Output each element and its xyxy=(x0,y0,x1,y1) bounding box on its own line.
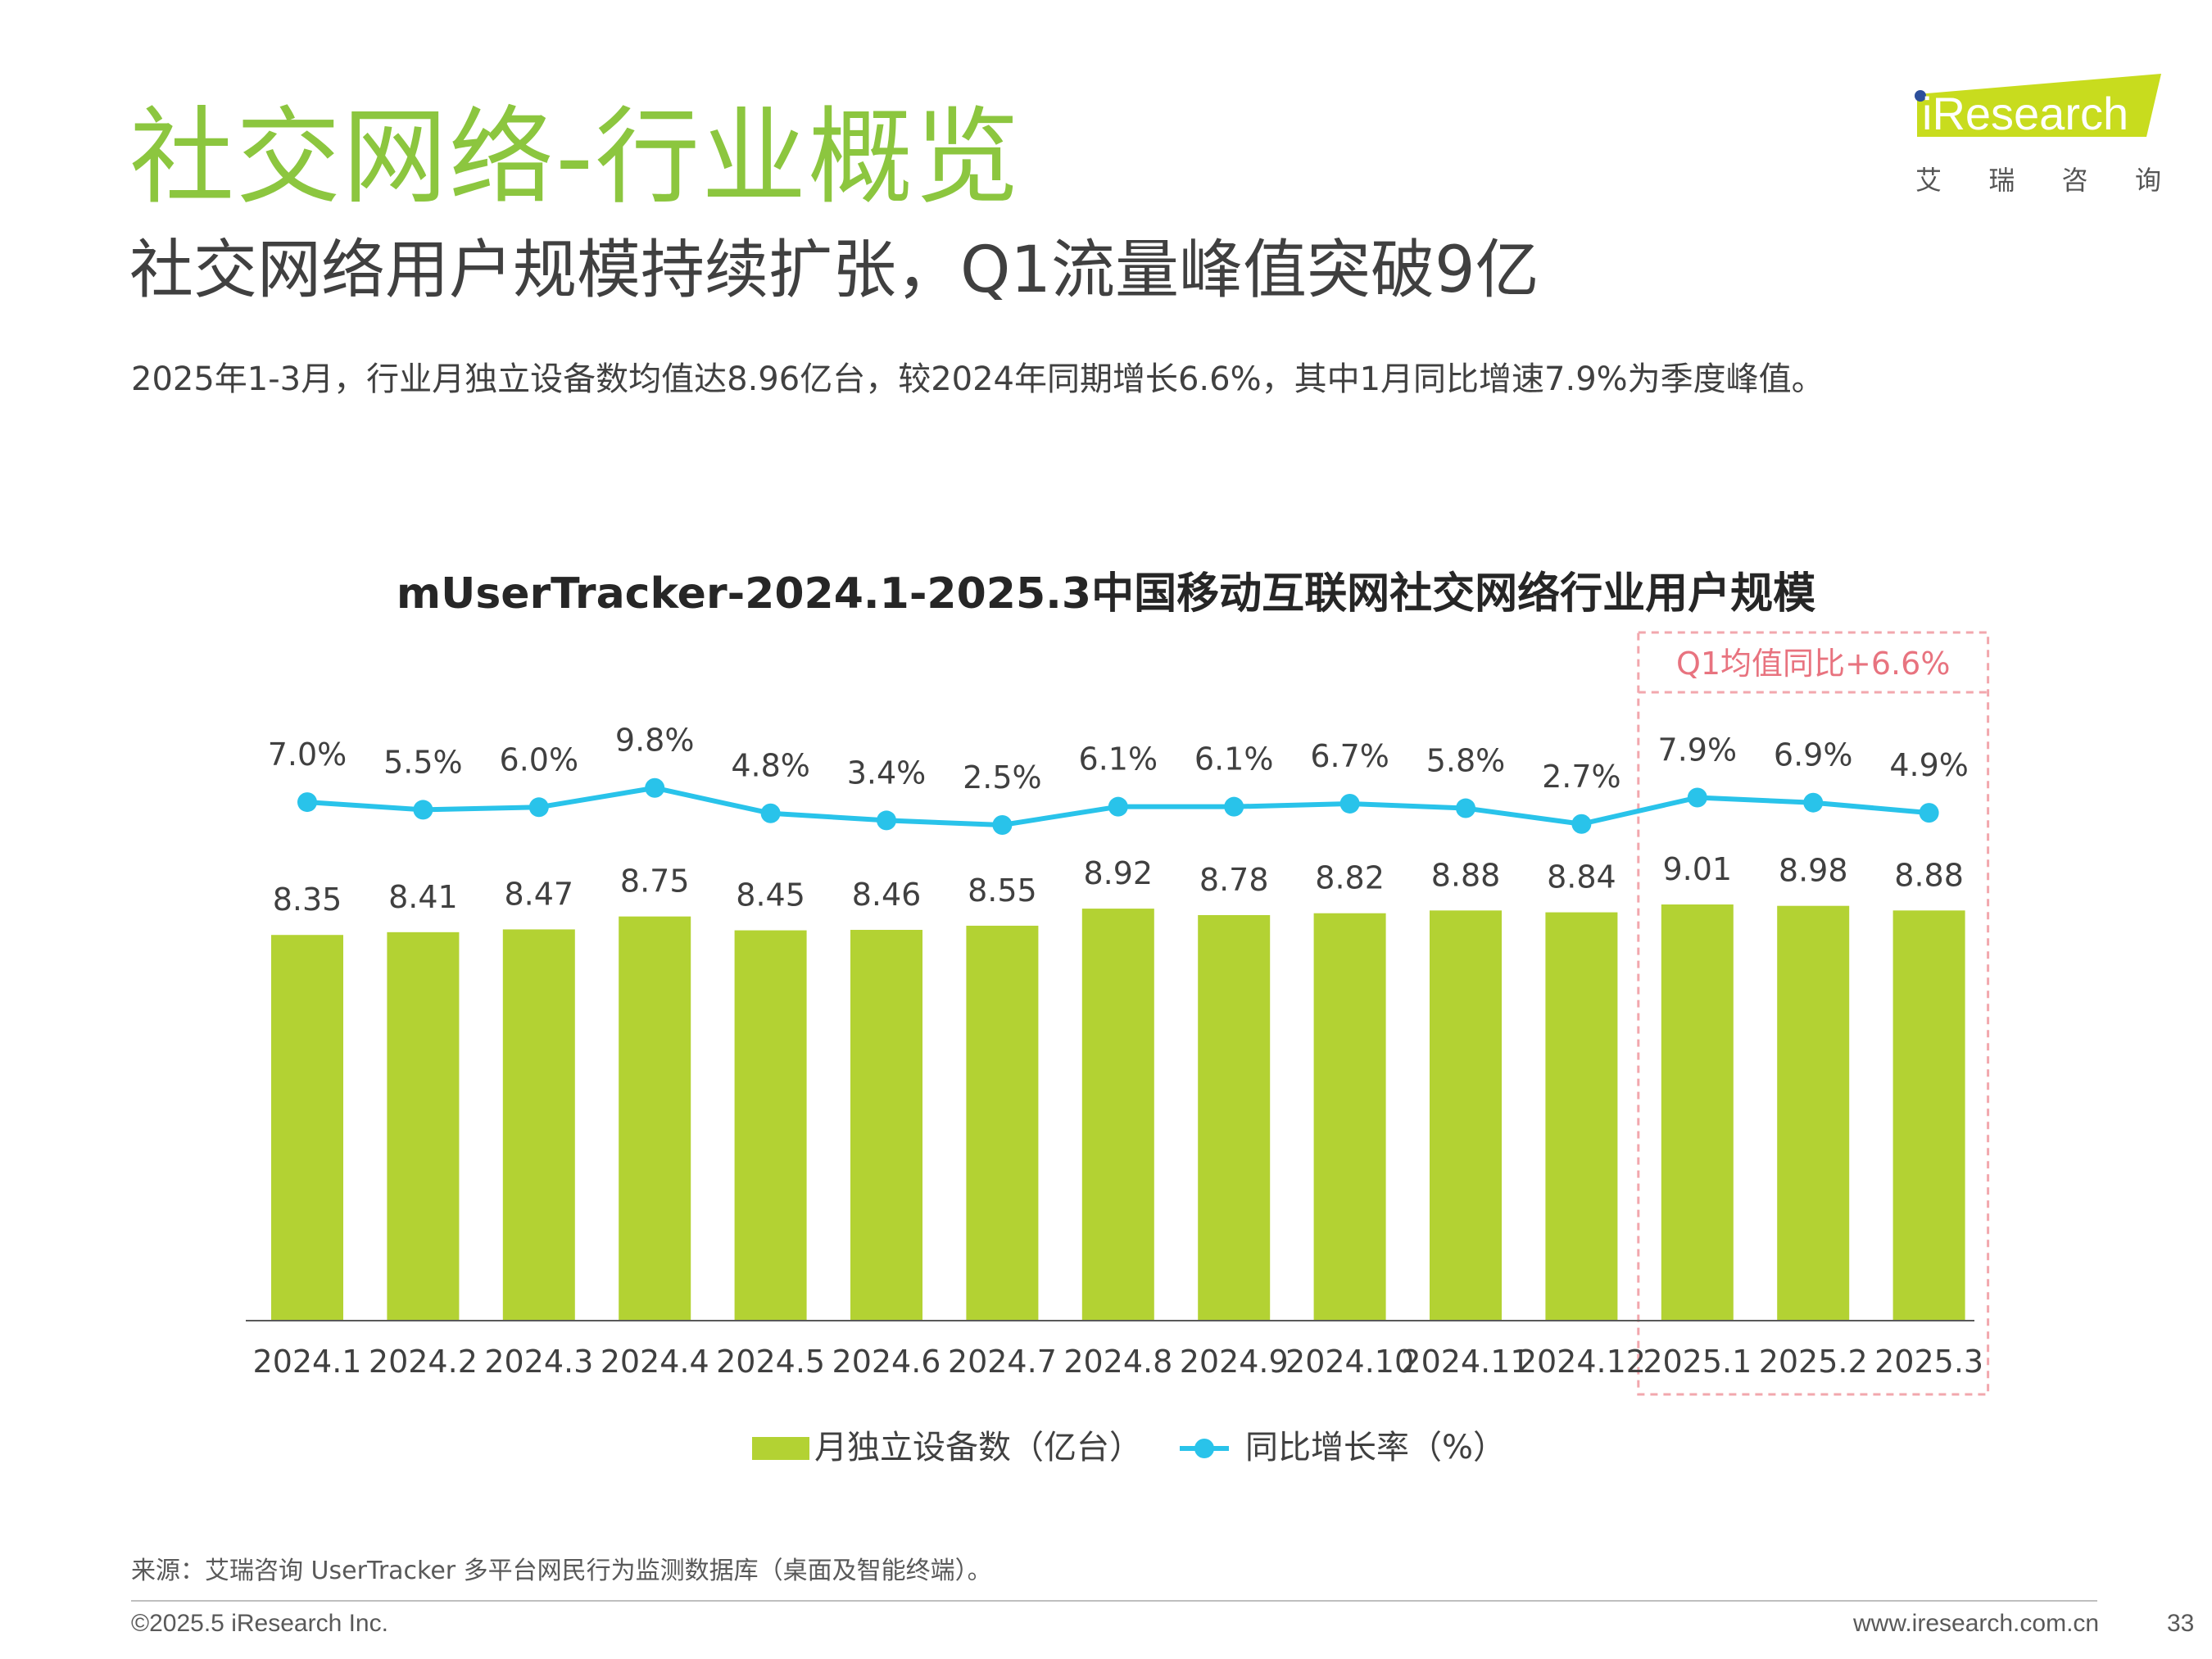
line-point xyxy=(1687,787,1707,808)
website-url: www.iresearch.com.cn xyxy=(1853,1610,2100,1637)
page-title: 社交网络-行业概览 xyxy=(129,97,1022,219)
x-tick-label: 2024.12 xyxy=(1517,1344,1646,1380)
x-tick-label: 2024.7 xyxy=(948,1344,1057,1380)
line-point xyxy=(877,810,896,831)
bar-value-label: 8.88 xyxy=(1894,857,1964,893)
line-value-label: 6.9% xyxy=(1774,737,1853,773)
bar xyxy=(1777,905,1850,1321)
highlight-label: Q1均值同比+6.6% xyxy=(1676,646,1950,682)
line-value-label: 7.0% xyxy=(268,737,347,773)
bar xyxy=(1892,910,1965,1321)
source-note: 来源：艾瑞咨询 UserTracker 多平台网民行为监测数据库（桌面及智能终端… xyxy=(131,1557,992,1585)
footer-divider xyxy=(131,1600,2097,1602)
line-value-label: 5.8% xyxy=(1426,743,1506,779)
line-point xyxy=(1339,793,1360,814)
copyright: ©2025.5 iResearch Inc. xyxy=(131,1610,388,1637)
x-tick-label: 2024.2 xyxy=(369,1344,478,1380)
bar xyxy=(850,930,922,1321)
line-value-label: 3.4% xyxy=(847,755,927,791)
bar xyxy=(966,925,1039,1321)
line-point xyxy=(528,797,549,818)
bar-value-label: 8.46 xyxy=(852,877,922,913)
x-tick-label: 2024.6 xyxy=(832,1344,941,1380)
line-point xyxy=(760,803,781,823)
line-value-label: 6.0% xyxy=(500,741,579,777)
x-tick-label: 2024.1 xyxy=(253,1344,362,1380)
bar-value-label: 8.98 xyxy=(1779,853,1848,889)
highlight-box xyxy=(1637,631,1990,1396)
line-value-label: 2.7% xyxy=(1542,759,1621,795)
page-subtitle: 社交网络用户规模持续扩张，Q1流量峰值突破9亿 xyxy=(129,233,1539,307)
x-tick-label: 2024.10 xyxy=(1285,1344,1414,1380)
line-point xyxy=(992,815,1013,835)
page-number: 33 xyxy=(2167,1610,2195,1637)
bar xyxy=(1430,910,1502,1321)
line-value-label: 7.9% xyxy=(1658,732,1738,768)
logo-tagline-char: 艾 xyxy=(1915,165,1942,196)
chart-title: mUserTracker-2024.1-2025.3中国移动互联网社交网络行业用… xyxy=(396,569,1816,619)
logo-text: iResearch xyxy=(1922,88,2128,139)
line-point xyxy=(297,792,317,813)
bar-value-label: 8.92 xyxy=(1083,855,1153,891)
x-tick-label: 2025.1 xyxy=(1643,1344,1752,1380)
bar xyxy=(502,929,575,1321)
x-tick-label: 2024.5 xyxy=(716,1344,825,1380)
legend-bar-swatch xyxy=(752,1437,809,1460)
bar xyxy=(1081,909,1154,1321)
line-value-label: 6.1% xyxy=(1194,741,1274,777)
bar-value-label: 8.45 xyxy=(736,877,805,913)
line-value-label: 6.1% xyxy=(1079,741,1158,777)
line-value-label: 4.9% xyxy=(1889,747,1969,783)
bar xyxy=(1313,913,1386,1321)
line-point xyxy=(1456,798,1475,818)
bar xyxy=(271,935,343,1321)
bar-value-label: 8.75 xyxy=(620,863,690,900)
x-tick-label: 2025.2 xyxy=(1759,1344,1868,1380)
line-value-label: 9.8% xyxy=(615,723,695,759)
summary-text: 2025年1-3月，行业月独立设备数均值达8.96亿台，较2024年同期增长6.… xyxy=(131,360,1824,398)
line-point xyxy=(1803,792,1824,813)
bar-value-label: 8.82 xyxy=(1315,860,1385,896)
bar xyxy=(1661,904,1734,1321)
bar xyxy=(1545,912,1618,1321)
x-tick-label: 2024.3 xyxy=(484,1344,593,1380)
line-value-label: 6.7% xyxy=(1310,738,1389,774)
logo-tagline-char: 咨 xyxy=(2061,165,2088,196)
bar-value-label: 8.84 xyxy=(1547,859,1616,895)
iresearch-logo: iResearch xyxy=(1915,74,2161,139)
bar-value-label: 9.01 xyxy=(1662,851,1732,887)
line-point xyxy=(1224,796,1244,817)
bar xyxy=(1198,914,1271,1321)
bar-value-label: 8.35 xyxy=(273,882,342,918)
bar-value-label: 8.41 xyxy=(388,879,458,915)
line-value-label: 2.5% xyxy=(963,759,1042,796)
line-point xyxy=(1108,796,1128,817)
x-tick-label: 2024.4 xyxy=(601,1344,709,1380)
bar xyxy=(387,931,460,1321)
bar-value-label: 8.47 xyxy=(504,876,573,912)
legend-line-marker xyxy=(1194,1439,1214,1458)
line-value-label: 4.8% xyxy=(731,748,810,784)
logo-tagline-char: 瑞 xyxy=(1988,165,2015,196)
bar-value-label: 8.78 xyxy=(1199,862,1269,898)
logo-tagline-char: 询 xyxy=(2134,165,2161,196)
bar-value-label: 8.88 xyxy=(1431,857,1501,893)
logo-tagline: 艾 瑞 咨 询 xyxy=(1915,160,2161,197)
x-tick-label: 2024.9 xyxy=(1180,1344,1289,1380)
line-point xyxy=(645,777,665,798)
line-point xyxy=(1919,803,1939,823)
x-tick-label: 2024.11 xyxy=(1401,1344,1530,1380)
line-point xyxy=(413,800,433,820)
bar-value-label: 8.55 xyxy=(968,873,1037,909)
x-tick-label: 2025.3 xyxy=(1874,1344,1983,1380)
bar xyxy=(734,930,807,1321)
legend-bar-label: 月独立设备数（亿台） xyxy=(814,1429,1142,1466)
line-point xyxy=(1571,814,1592,834)
legend-line-label: 同比增长率（%） xyxy=(1245,1429,1506,1466)
bar xyxy=(619,916,691,1321)
x-tick-label: 2024.8 xyxy=(1063,1344,1172,1380)
line-value-label: 5.5% xyxy=(383,744,463,780)
